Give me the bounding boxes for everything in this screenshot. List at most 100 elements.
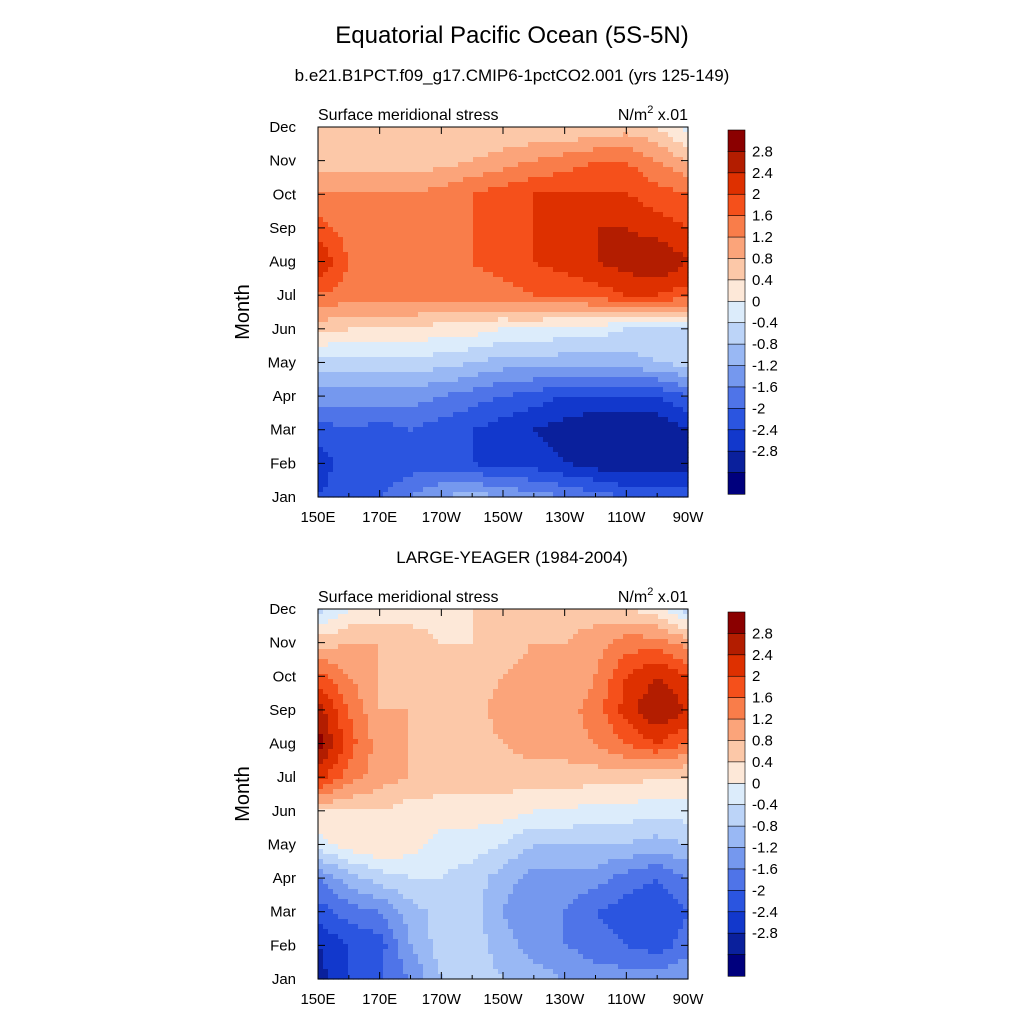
contour-cell <box>548 177 554 183</box>
contour-cell <box>523 247 529 253</box>
contour-cell <box>668 182 674 188</box>
contour-cell <box>523 442 529 448</box>
contour-cell <box>388 232 394 238</box>
contour-cell <box>638 157 644 163</box>
contour-cell <box>443 132 449 138</box>
contour-cell <box>668 172 674 178</box>
contour-cell <box>533 137 539 143</box>
contour-cell <box>348 182 354 188</box>
contour-cell <box>683 377 689 383</box>
contour-cell <box>508 397 514 403</box>
contour-cell <box>498 252 504 258</box>
contour-cell <box>328 392 334 398</box>
contour-cell <box>668 347 674 353</box>
contour-cell <box>458 437 464 443</box>
contour-cell <box>458 152 464 158</box>
contour-cell <box>613 397 619 403</box>
contour-cell <box>528 267 534 273</box>
contour-cell <box>538 282 544 288</box>
contour-cell <box>683 372 689 378</box>
contour-cell <box>528 177 534 183</box>
contour-cell <box>448 197 454 203</box>
contour-cell <box>573 242 579 248</box>
contour-cell <box>543 132 549 138</box>
contour-cell <box>578 432 584 438</box>
contour-cell <box>513 182 519 188</box>
contour-cell <box>453 337 459 343</box>
contour-cell <box>618 167 624 173</box>
contour-cell <box>618 232 624 238</box>
contour-cell <box>628 422 634 428</box>
contour-cell <box>428 132 434 138</box>
contour-cell <box>548 262 554 268</box>
contour-cell <box>673 152 679 158</box>
contour-cell <box>468 172 474 178</box>
contour-cell <box>378 397 384 403</box>
contour-cell <box>373 187 379 193</box>
contour-cell <box>563 452 569 458</box>
contour-cell <box>478 162 484 168</box>
contour-cell <box>373 367 379 373</box>
contour-cell <box>563 257 569 263</box>
contour-cell <box>398 377 404 383</box>
contour-cell <box>383 242 389 248</box>
contour-cell <box>518 397 524 403</box>
contour-cell <box>543 342 549 348</box>
contour-cell <box>373 412 379 418</box>
contour-cell <box>598 392 604 398</box>
contour-cell <box>613 282 619 288</box>
contour-cell <box>358 257 364 263</box>
contour-cell <box>478 427 484 433</box>
contour-cell <box>473 192 479 198</box>
contour-cell <box>598 152 604 158</box>
contour-cell <box>488 262 494 268</box>
contour-cell <box>358 137 364 143</box>
contour-cell <box>573 382 579 388</box>
contour-cell <box>593 192 599 198</box>
contour-cell <box>573 422 579 428</box>
contour-cell <box>653 192 659 198</box>
contour-cell <box>543 157 549 163</box>
contour-cell <box>498 422 504 428</box>
contour-cell <box>333 377 339 383</box>
contour-cell <box>583 177 589 183</box>
contour-cell <box>548 222 554 228</box>
contour-cell <box>643 127 649 133</box>
contour-cell <box>413 377 419 383</box>
contour-cell <box>633 237 639 243</box>
contour-cell <box>628 287 634 293</box>
contour-cell <box>548 452 554 458</box>
contour-cell <box>378 172 384 178</box>
contour-cell <box>408 302 414 308</box>
contour-cell <box>608 257 614 263</box>
contour-cell <box>518 132 524 138</box>
contour-cell <box>648 297 654 303</box>
contour-cell <box>648 377 654 383</box>
contour-cell <box>638 167 644 173</box>
contour-cell <box>398 332 404 338</box>
contour-cell <box>538 337 544 343</box>
contour-cell <box>478 172 484 178</box>
contour-cell <box>343 332 349 338</box>
contour-cell <box>628 142 634 148</box>
contour-cell <box>538 387 544 393</box>
contour-cell <box>568 442 574 448</box>
contour-cell <box>413 372 419 378</box>
contour-cell <box>663 227 669 233</box>
contour-cell <box>593 212 599 218</box>
contour-cell <box>378 327 384 333</box>
contour-cell <box>413 417 419 423</box>
contour-cell <box>448 427 454 433</box>
contour-cell <box>618 207 624 213</box>
contour-cell <box>663 287 669 293</box>
contour-cell <box>353 192 359 198</box>
contour-cell <box>683 322 689 328</box>
contour-cell <box>528 367 534 373</box>
contour-cell <box>528 202 534 208</box>
contour-cell <box>608 387 614 393</box>
contour-cell <box>368 392 374 398</box>
contour-cell <box>678 197 684 203</box>
contour-cell <box>523 192 529 198</box>
contour-cell <box>408 312 414 318</box>
contour-cell <box>498 127 504 133</box>
